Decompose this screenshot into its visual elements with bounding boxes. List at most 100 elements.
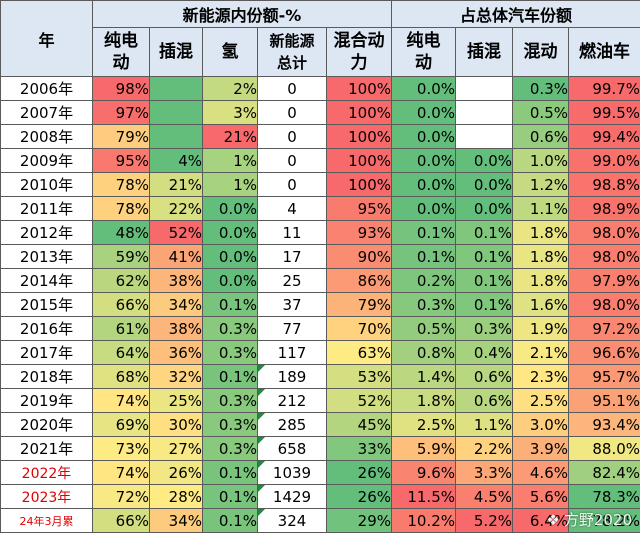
table-row: 2019年 74% 25% 0.3% 212 52% 1.8% 0.6% 2.5% 95.1% bbox=[0, 388, 640, 413]
year-cell: 2013年 bbox=[0, 244, 93, 269]
year-cell: 2015年 bbox=[0, 292, 93, 317]
year-cell: 2019年 bbox=[0, 388, 93, 413]
table-row: 2016年 61% 38% 0.3% 77 70% 0.5% 0.3% 1.9% 97.2% bbox=[0, 316, 640, 341]
phev-share-cell: 26% bbox=[149, 460, 203, 485]
col-header-h2: 氢 bbox=[202, 27, 258, 77]
ev-share-cell: 74% bbox=[92, 460, 150, 485]
table-row: 2012年 48% 52% 0.0% 11 93% 0.1% 0.1% 1.8% 98.0% bbox=[0, 220, 640, 245]
total-phev-cell: 0.0% bbox=[455, 196, 513, 221]
year-cell: 2012年 bbox=[0, 220, 93, 245]
total-hybrid-cell: 6.4% bbox=[512, 508, 569, 533]
year-cell: 2007年 bbox=[0, 100, 93, 125]
total-fuel-cell: 96.6% bbox=[567, 340, 640, 365]
col-header-phev: 插混 bbox=[149, 27, 203, 77]
total-phev-cell bbox=[455, 124, 513, 149]
h2-share-cell: 0.3% bbox=[202, 388, 258, 413]
ev-share-cell: 78% bbox=[92, 196, 150, 221]
hybrid-share-cell: 100% bbox=[326, 124, 392, 149]
year-cell: 2018年 bbox=[0, 364, 93, 389]
total-phev-cell: 0.6% bbox=[455, 364, 513, 389]
col-header-ev-text: 纯电动 bbox=[103, 31, 138, 73]
total-fuel-cell: 95.7% bbox=[567, 364, 640, 389]
phev-share-cell bbox=[149, 76, 203, 101]
total-ev-cell: 0.0% bbox=[391, 196, 456, 221]
nev-total-cell: 1039 bbox=[257, 460, 327, 485]
ev-share-cell: 66% bbox=[92, 292, 150, 317]
total-phev-cell: 0.1% bbox=[455, 292, 513, 317]
total-ev-cell: 0.3% bbox=[391, 292, 456, 317]
total-phev-cell: 0.0% bbox=[455, 172, 513, 197]
total-ev-cell: 0.0% bbox=[391, 172, 456, 197]
hybrid-share-cell: 100% bbox=[326, 172, 392, 197]
h2-share-cell: 0.0% bbox=[202, 268, 258, 293]
nev-total-cell: 17 bbox=[257, 244, 327, 269]
ev-share-cell: 69% bbox=[92, 412, 150, 437]
total-ev-cell: 1.8% bbox=[391, 388, 456, 413]
h2-share-cell: 0.1% bbox=[202, 292, 258, 317]
ev-share-cell: 78% bbox=[92, 172, 150, 197]
nev-total-cell: 11 bbox=[257, 220, 327, 245]
total-ev-cell: 11.5% bbox=[391, 484, 456, 509]
total-phev-cell: 4.5% bbox=[455, 484, 513, 509]
total-phev-cell bbox=[455, 76, 513, 101]
nev-total-cell: 0 bbox=[257, 172, 327, 197]
ev-share-cell: 73% bbox=[92, 436, 150, 461]
total-hybrid-cell: 0.6% bbox=[512, 124, 569, 149]
total-hybrid-cell: 5.6% bbox=[512, 484, 569, 509]
h2-share-cell: 0.1% bbox=[202, 364, 258, 389]
total-ev-cell: 0.0% bbox=[391, 100, 456, 125]
total-fuel-cell: 95.1% bbox=[567, 388, 640, 413]
ev-share-cell: 72% bbox=[92, 484, 150, 509]
col-header-nev-total-text: 新能源总计 bbox=[269, 32, 315, 72]
total-fuel-cell: 82.4% bbox=[567, 460, 640, 485]
phev-share-cell bbox=[149, 124, 203, 149]
phev-share-cell: 34% bbox=[149, 508, 203, 533]
total-phev-cell: 1.1% bbox=[455, 412, 513, 437]
phev-share-cell: 38% bbox=[149, 316, 203, 341]
hybrid-share-cell: 26% bbox=[326, 484, 392, 509]
total-hybrid-cell: 0.5% bbox=[512, 100, 569, 125]
year-cell: 2011年 bbox=[0, 196, 93, 221]
total-hybrid-cell: 2.1% bbox=[512, 340, 569, 365]
total-hybrid-cell: 1.6% bbox=[512, 292, 569, 317]
nev-total-cell: 117 bbox=[257, 340, 327, 365]
total-hybrid-cell: 1.8% bbox=[512, 244, 569, 269]
nev-total-cell: 212 bbox=[257, 388, 327, 413]
table-row: 2017年 64% 36% 0.3% 117 63% 0.8% 0.4% 2.1% 96.6% bbox=[0, 340, 640, 365]
nev-total-cell: 37 bbox=[257, 292, 327, 317]
ev-share-cell: 64% bbox=[92, 340, 150, 365]
total-phev-cell: 0.6% bbox=[455, 388, 513, 413]
phev-share-cell: 22% bbox=[149, 196, 203, 221]
table-row: 2023年 72% 28% 0.1% 1429 26% 11.5% 4.5% 5.6% 78.3% bbox=[0, 484, 640, 509]
phev-share-cell: 27% bbox=[149, 436, 203, 461]
total-hybrid-cell: 1.2% bbox=[512, 172, 569, 197]
col-header-nev-total: 新能源总计 bbox=[257, 27, 327, 77]
total-hybrid-cell: 1.8% bbox=[512, 268, 569, 293]
h2-share-cell: 3% bbox=[202, 100, 258, 125]
col-header-total-phev: 插混 bbox=[455, 27, 513, 77]
h2-share-cell: 0.3% bbox=[202, 412, 258, 437]
total-hybrid-cell: 0.3% bbox=[512, 76, 569, 101]
year-cell: 2017年 bbox=[0, 340, 93, 365]
h2-share-cell: 21% bbox=[202, 124, 258, 149]
hybrid-share-cell: 86% bbox=[326, 268, 392, 293]
ev-share-cell: 97% bbox=[92, 100, 150, 125]
col-header-total-fuel: 燃油车 bbox=[567, 27, 640, 77]
nev-share-header: 新能源内份额-% bbox=[92, 0, 392, 28]
total-hybrid-cell: 4.6% bbox=[512, 460, 569, 485]
phev-share-cell: 32% bbox=[149, 364, 203, 389]
hybrid-share-cell: 33% bbox=[326, 436, 392, 461]
hybrid-share-cell: 45% bbox=[326, 412, 392, 437]
phev-share-cell: 52% bbox=[149, 220, 203, 245]
year-cell: 2010年 bbox=[0, 172, 93, 197]
table-row: 2009年 95% 4% 1% 0 100% 0.0% 0.0% 1.0% 99.0% bbox=[0, 148, 640, 173]
nev-total-cell: 658 bbox=[257, 436, 327, 461]
total-hybrid-cell: 1.8% bbox=[512, 220, 569, 245]
year-cell: 2016年 bbox=[0, 316, 93, 341]
h2-share-cell: 2% bbox=[202, 76, 258, 101]
total-fuel-cell: 78.3% bbox=[567, 484, 640, 509]
table-row: 2006年 98% 2% 0 100% 0.0% 0.3% 99.7% bbox=[0, 76, 640, 101]
total-ev-cell: 0.0% bbox=[391, 148, 456, 173]
year-cell: 2020年 bbox=[0, 412, 93, 437]
